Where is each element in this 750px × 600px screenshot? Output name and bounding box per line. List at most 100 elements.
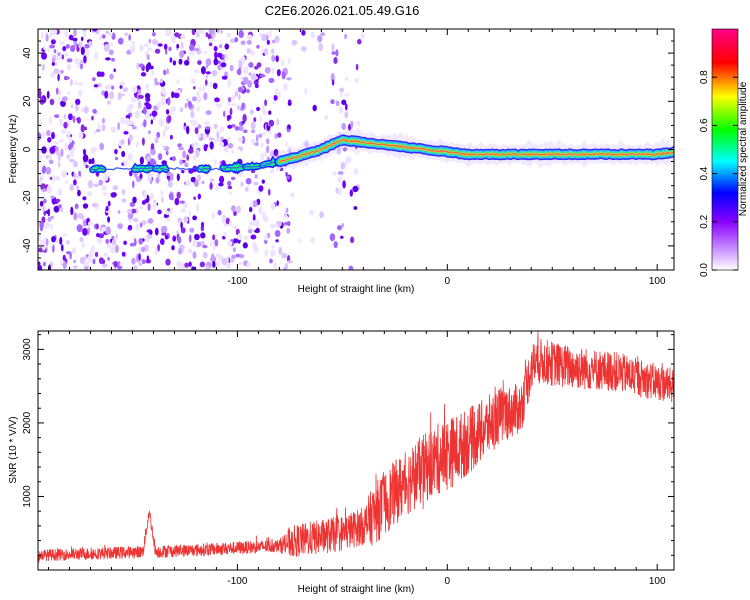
spectrogram-dot [64,30,69,38]
spectrogram-dot [203,133,207,141]
spectrogram-dot [345,103,348,111]
spectrogram-dot [174,197,180,206]
spectrogram-dot [69,158,75,163]
spectrogram-dot [167,115,172,123]
spectrogram-dot [101,227,107,232]
spectrogram-dot [225,262,231,269]
spectrogram-dot [101,185,107,192]
spectrogram-dot [53,68,60,74]
spectrogram-dot [290,192,295,198]
spectrogram-dot [208,29,215,35]
spectrogram-dot [169,207,173,214]
spectrogram-dot [160,238,165,246]
spectrogram-dot [64,142,68,151]
spectrogram-dot [75,175,81,180]
spectrogram-dot [151,110,158,117]
spectrogram-dot [117,122,120,131]
spectrogram-dot [169,196,174,201]
signal-track [89,125,674,175]
spectrogram-dot [242,242,248,249]
spectrogram-dot [147,173,151,182]
spectrogram-dot [50,224,53,230]
spectrogram-dot [219,175,225,184]
spectrogram-dot [265,32,269,37]
spectrogram-dot [246,262,251,268]
spectrogram-dot [171,245,175,251]
spectrogram-dot [78,89,83,97]
snr-panel: -100 0 100 1000 2000 3000 Height of straight … [8,330,675,595]
spectrogram-dot [228,220,233,227]
spectrogram-dot [192,215,198,221]
spectrogram-dot [50,215,54,220]
spectrogram-dot [148,38,152,44]
spectrogram-dot [63,121,68,129]
spectrogram-dot [165,210,170,215]
spectrogram-dot [78,41,82,49]
spectrogram-dot [129,45,136,53]
spectrogram-dot [264,248,269,258]
spectrogram-dot [49,98,55,106]
spectrogram-dot [51,132,55,140]
spectrogram-dot [191,29,196,36]
spectrogram-dot [254,76,259,80]
spectrogram-dot [202,251,208,259]
spectrogram-dot [247,34,253,40]
spectrogram-dot [238,59,243,68]
spectrogram-dot [98,233,105,239]
spectrogram-dot [104,84,111,91]
spectrogram-dot [276,200,280,207]
spectrogram-dot [171,91,175,99]
spectrogram-dot [151,68,155,76]
spectrogram-dot [216,253,221,259]
spectrogram-dot [250,50,256,56]
spectrogram-dot [157,209,162,215]
spectrogram-dot [243,66,249,75]
spectrogram-dot [166,68,169,75]
spectrogram-dot [93,84,99,88]
spectrogram-dot [341,99,347,106]
spectrogram-dot [54,114,60,118]
spectrogram-dot [342,180,346,189]
spectrogram-dot [66,58,73,63]
spectrogram-dot [57,188,63,196]
spectrogram-dot [196,107,200,112]
spectrogram-dot [166,175,170,180]
spectrogram-dot [42,165,47,173]
spectrogram-dot [192,165,198,173]
spectrogram-dot [356,120,361,126]
spectrogram-dot [53,49,57,54]
spectrogram-dot [83,55,87,64]
spectrogram-dot [78,131,84,139]
spectrogram-dot [265,138,270,145]
spectrogram-dot [150,160,157,166]
spectrogram-dot [154,81,161,86]
spectrogram-dot [209,241,213,247]
spectrogram-dot [54,176,61,181]
signal-layer [278,138,674,163]
spectrogram-dot [145,83,150,91]
spectrogram-dot [349,189,353,197]
spectrogram-dot [260,142,264,148]
snr-ticks: -100 0 100 1000 2000 3000 [22,331,674,587]
spectrogram-dot [341,223,344,228]
spectrogram-dot [121,251,126,257]
spectrogram-dot [340,162,346,170]
spectrogram-dot [353,168,359,175]
spectrogram-dot [91,157,95,164]
spectrogram-dot [82,30,87,38]
spectrogram-dot [172,235,177,242]
spectrogram-dot [107,256,110,261]
spectrogram-dot [341,122,347,131]
spectrogram-dot [51,29,58,36]
spectrogram-dot [235,253,240,258]
spectrogram-dot [167,181,174,188]
spectrogram-dot [205,58,212,66]
spectrogram-dot [59,138,64,143]
spectrogram-dot [213,45,218,52]
spectrogram-dot [45,33,49,42]
spectrogram-dot [157,244,161,252]
spectrogram-dot [115,156,118,161]
spectrogram-dot [87,191,91,195]
spectrogram-dot [145,103,152,110]
spectrogram-dot [60,207,64,212]
